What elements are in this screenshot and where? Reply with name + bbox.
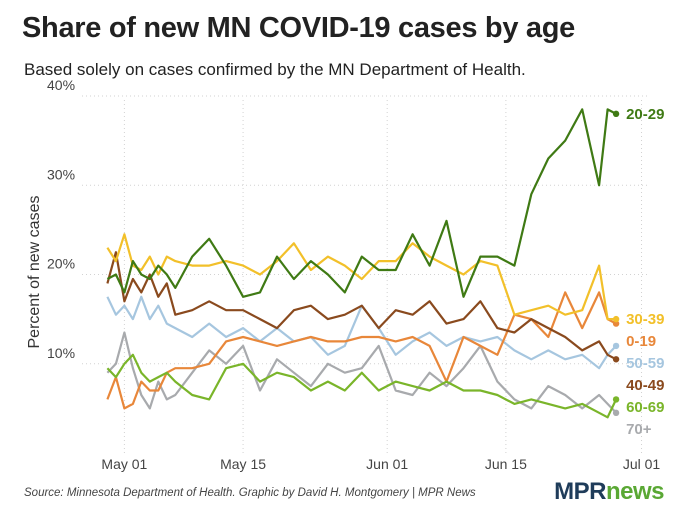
x-tick-label: May 15 xyxy=(220,456,266,472)
logo-news: news xyxy=(605,478,665,505)
endpoint-60-69 xyxy=(612,396,620,403)
endpoint-30-39 xyxy=(612,315,620,323)
series-label-0-19: 0-19 xyxy=(626,333,656,350)
y-tick-label: 20% xyxy=(47,256,75,272)
source-note: Source: Minnesota Department of Health. … xyxy=(24,487,476,499)
series-endpoints xyxy=(612,110,620,417)
series-label-50-59: 50-59 xyxy=(626,355,664,372)
line-chart: Percent of new cases 10% 20% 30% 40% May 01… xyxy=(26,77,664,472)
series-line-0-19 xyxy=(106,291,617,410)
endpoint-20-29 xyxy=(612,110,620,118)
series-line-40-49 xyxy=(106,251,617,361)
x-tick-label: Jun 15 xyxy=(485,456,527,472)
series-line-30-39 xyxy=(106,233,617,321)
endpoint-40-49 xyxy=(612,356,620,363)
series-label-70+: 70+ xyxy=(626,421,652,438)
series-line-70+ xyxy=(106,331,617,414)
series-label-60-69: 60-69 xyxy=(626,399,664,416)
series-line-60-69 xyxy=(106,353,618,419)
series-label-40-49: 40-49 xyxy=(626,377,664,394)
series-label-30-39: 30-39 xyxy=(626,311,664,328)
endpoint-50-59 xyxy=(612,342,620,350)
y-axis-label: Percent of new cases xyxy=(26,196,43,349)
series-lines xyxy=(106,108,618,419)
endpoint-0-19 xyxy=(612,320,620,327)
y-tick-label: 10% xyxy=(47,345,75,361)
y-tick-label: 40% xyxy=(47,77,75,93)
x-axis-ticks: May 01 May 15 Jun 01 Jun 15 Jul 01 xyxy=(101,456,660,472)
y-axis-ticks: 10% 20% 30% 40% xyxy=(47,77,75,361)
series-labels: 20-29 30-39 0-19 50-59 40-49 60-69 70+ xyxy=(626,106,664,438)
logo-mpr: MPR xyxy=(554,478,606,505)
x-tick-label: Jun 01 xyxy=(366,456,408,472)
series-label-20-29: 20-29 xyxy=(626,106,664,123)
y-tick-label: 30% xyxy=(47,166,75,182)
mpr-news-logo: MPRnews xyxy=(554,478,664,506)
x-tick-label: Jul 01 xyxy=(623,456,661,472)
series-line-50-59 xyxy=(106,295,617,370)
series-line-20-29 xyxy=(106,108,617,298)
chart-title: Share of new MN COVID-19 cases by age xyxy=(22,12,575,44)
endpoint-70+ xyxy=(612,409,620,417)
x-tick-label: May 01 xyxy=(101,456,147,472)
chart-subtitle: Based solely on cases confirmed by the M… xyxy=(24,60,526,79)
